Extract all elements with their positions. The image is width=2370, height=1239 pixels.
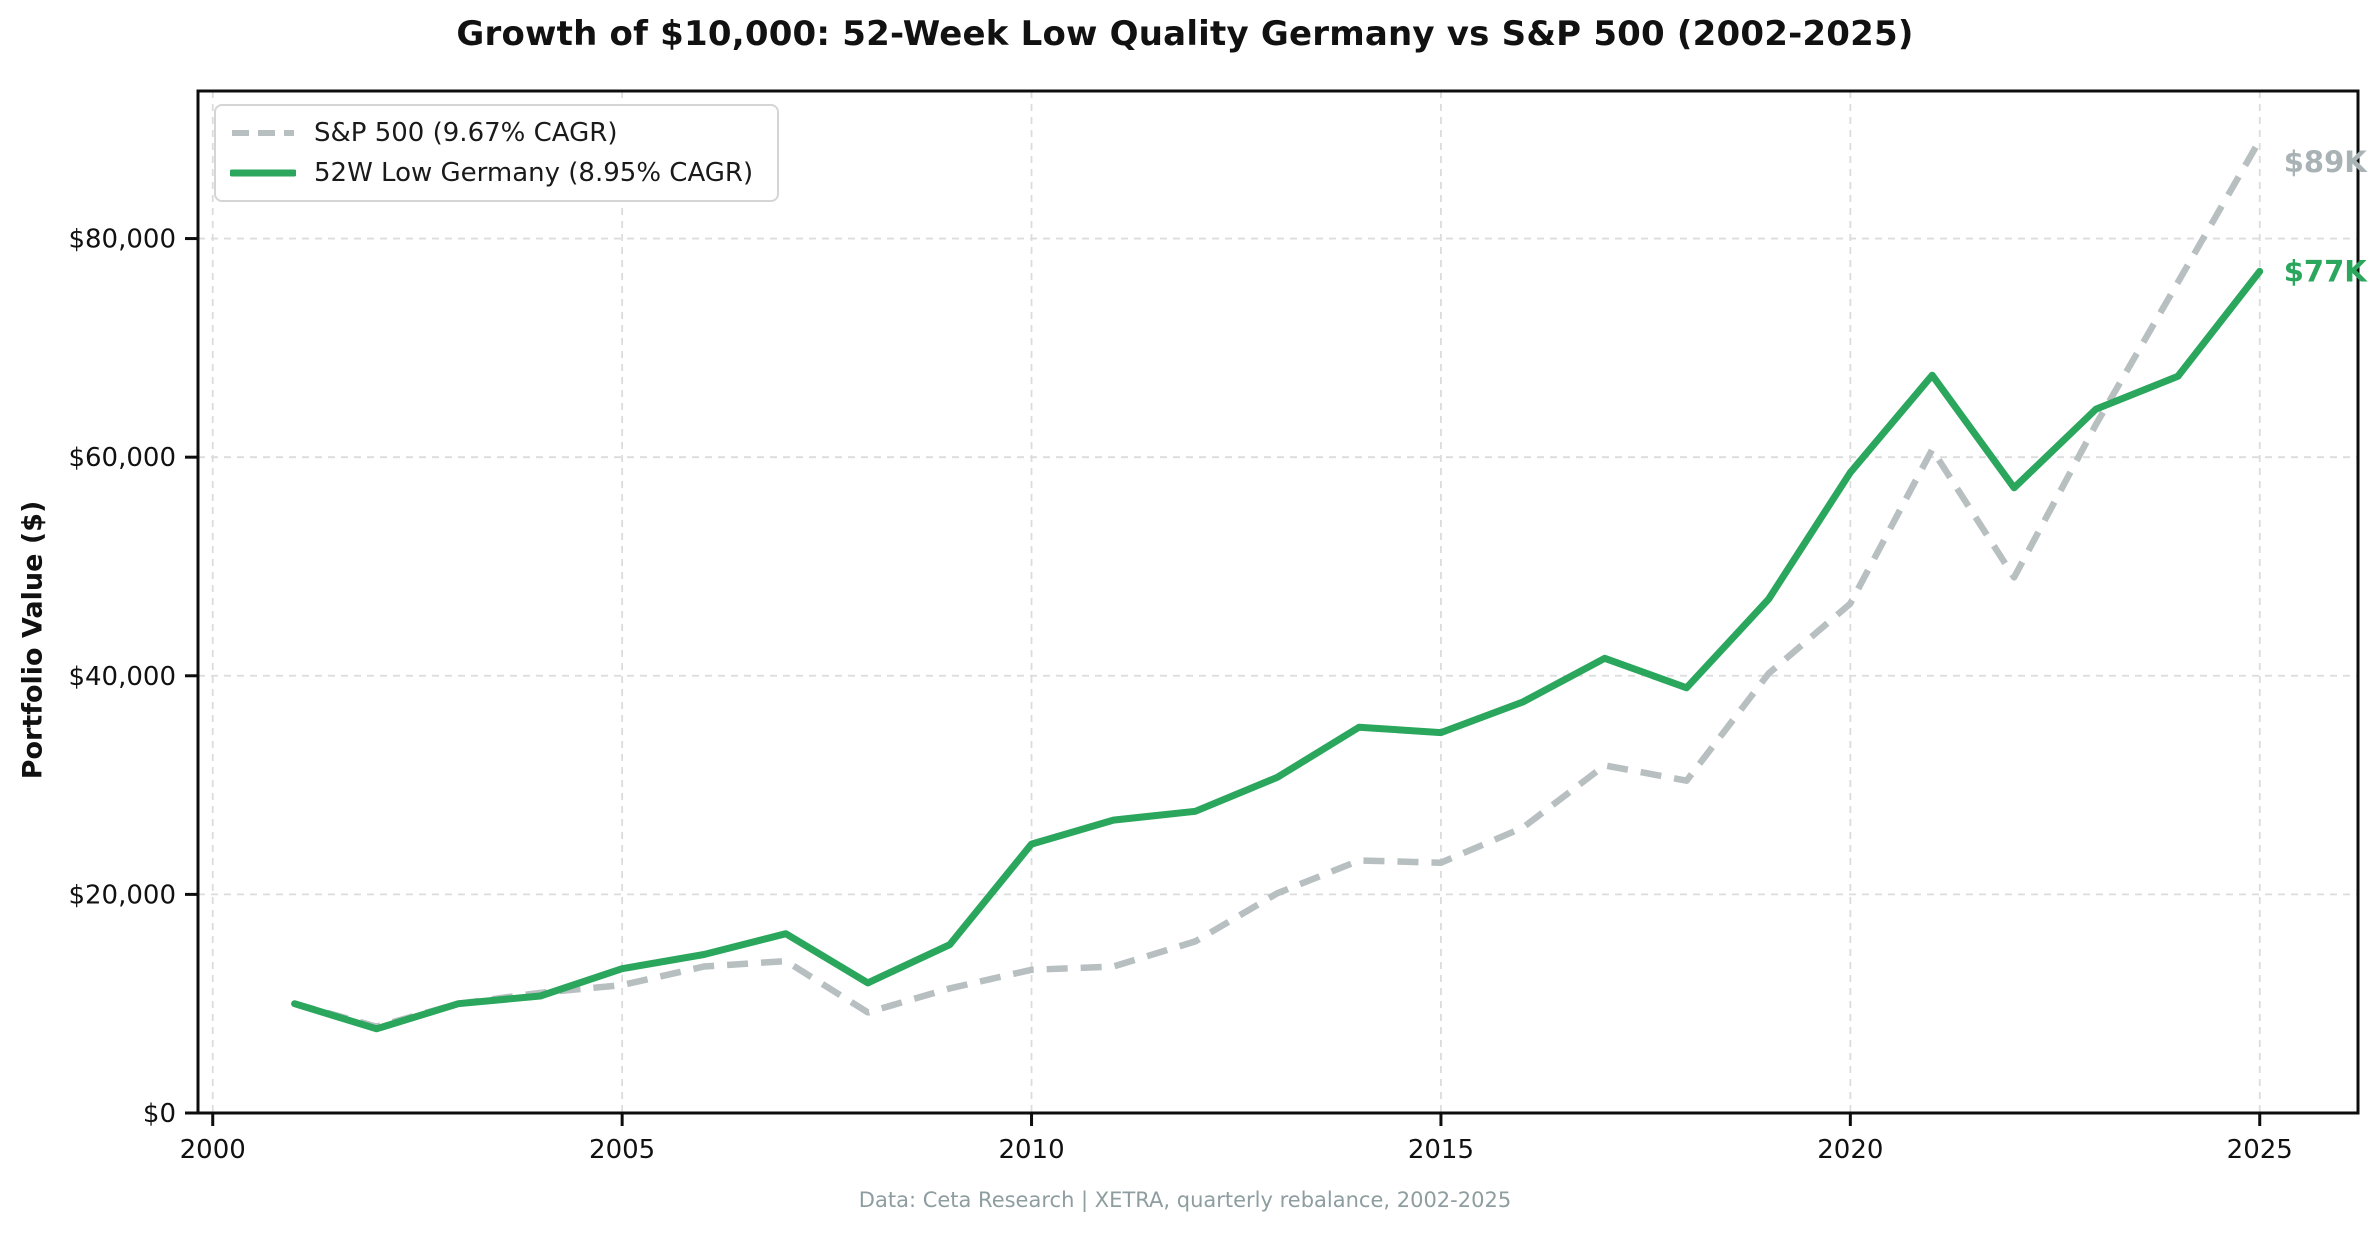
tick-layer <box>185 237 2262 1126</box>
source-caption: Data: Ceta Research | XETRA, quarterly r… <box>858 1188 1512 1212</box>
series-line-sp500 <box>293 138 2263 1030</box>
y-tick-label: $0 <box>143 1099 176 1129</box>
legend-item-germany: 52W Low Germany (8.95% CAGR) <box>230 158 753 188</box>
end-label-layer: $89K $77K <box>2284 145 2369 288</box>
y-tick-label: $60,000 <box>68 443 176 473</box>
series-line-germany <box>291 267 2264 1033</box>
x-tick-label: 2025 <box>2227 1135 2293 1165</box>
legend-swatch-dashed-icon <box>232 130 294 136</box>
legend: S&P 500 (9.67% CAGR) 52W Low Germany (8.… <box>214 104 780 202</box>
chart-title: Growth of $10,000: 52-Week Low Quality G… <box>456 14 1914 54</box>
y-tick-label: $20,000 <box>68 880 176 910</box>
legend-item-sp500: S&P 500 (9.67% CAGR) <box>230 118 753 148</box>
x-tick-label: 2005 <box>589 1135 655 1165</box>
x-tick-label: 2020 <box>1817 1135 1883 1165</box>
plot-frame <box>196 89 2360 1115</box>
series-end-label-sp500: $89K <box>2284 145 2369 179</box>
series-layer <box>291 138 2264 1033</box>
x-tick-label: 2015 <box>1408 1135 1474 1165</box>
y-tick-label: $80,000 <box>68 225 176 255</box>
legend-label-sp500: S&P 500 (9.67% CAGR) <box>314 118 618 148</box>
legend-label-germany: 52W Low Germany (8.95% CAGR) <box>314 158 754 188</box>
grid-layer <box>198 91 2358 1114</box>
tick-label-layer: 2000 2005 2010 2015 2020 2025 $0 $20,000 $40,000… <box>68 225 2292 1165</box>
x-tick-label: 2010 <box>998 1135 1064 1165</box>
legend-swatch-solid-icon <box>230 169 296 177</box>
x-tick-label: 2000 <box>180 1135 246 1165</box>
y-tick-label: $40,000 <box>68 662 176 692</box>
series-end-label-germany: $77K <box>2284 254 2369 288</box>
